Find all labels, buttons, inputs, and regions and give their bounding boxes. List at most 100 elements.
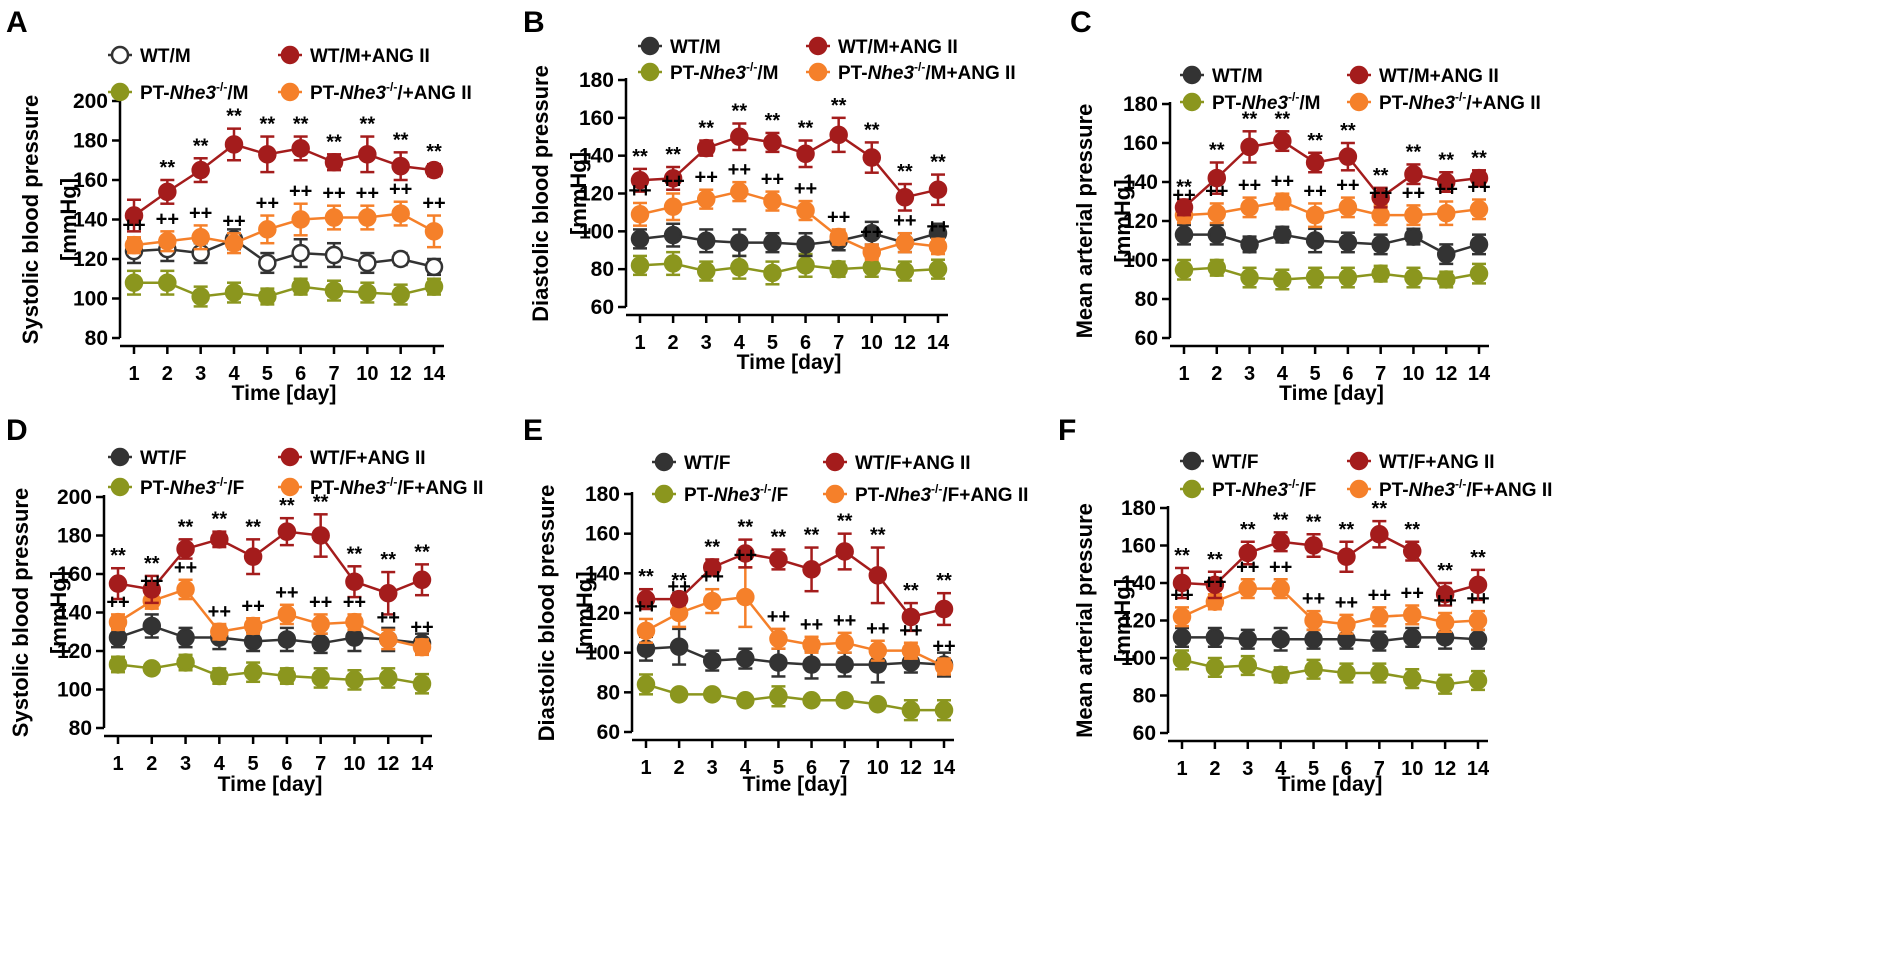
data-point [702, 651, 722, 670]
significance-star: ** [193, 135, 209, 157]
significance-plus: ++ [695, 167, 718, 189]
y-tick-label: 180 [1123, 93, 1158, 116]
x-tick-label: 6 [281, 753, 292, 775]
significance-plus: ++ [122, 214, 145, 236]
significance-star: ** [831, 95, 847, 117]
data-point [391, 156, 410, 176]
legend-item: PT-Nhe3-/-/F+ANG II [823, 482, 1028, 506]
y-tick-label: 100 [1123, 249, 1158, 272]
x-tick-label: 14 [927, 332, 950, 354]
data-point [1402, 605, 1422, 625]
series-line [1181, 658, 1479, 686]
data-point [158, 182, 177, 202]
data-point [1205, 658, 1225, 677]
data-point [391, 285, 410, 304]
x-tick-label: 7 [833, 332, 844, 354]
legend: WT/M WT/M+ANG II PT-Nhe3-/-/M PT-Nhe3-/-/+A… [108, 45, 472, 104]
significance-plus: ++ [833, 610, 856, 632]
data-point [1207, 168, 1227, 188]
y-tick-label: 100 [57, 679, 92, 702]
data-point [311, 668, 330, 688]
x-tick-label: 4 [740, 757, 752, 779]
data-point [736, 691, 755, 710]
data-point [412, 674, 432, 693]
significance-plus: ++ [356, 183, 379, 205]
significance-plus: ++ [156, 208, 179, 230]
data-point [702, 685, 722, 704]
significance-plus: ++ [761, 169, 784, 191]
legend-label: WT/F [1212, 452, 1258, 473]
significance-plus: ++ [1302, 588, 1325, 610]
data-point [1338, 233, 1358, 252]
legend-item: PT-Nhe3-/-/M+ANG II [806, 60, 1016, 84]
significance-plus: ++ [1435, 179, 1458, 201]
data-point [324, 208, 344, 227]
y-tick-label: 160 [57, 563, 92, 586]
legend-item: PT-Nhe3-/-/F+ANG II [278, 475, 483, 499]
data-point [1240, 235, 1259, 254]
x-tick-label: 14 [1468, 363, 1491, 385]
legend-item: PT-Nhe3-/-/M [1180, 90, 1320, 114]
data-point [1305, 268, 1325, 287]
panel-letter: B [523, 6, 545, 39]
significance-star: ** [293, 114, 309, 136]
data-point [191, 160, 210, 180]
data-point [176, 653, 195, 672]
data-point [378, 630, 398, 649]
legend-label: WT/M+ANG II [310, 46, 430, 67]
significance-plus: ++ [410, 616, 433, 638]
legend-item: WT/F [108, 447, 186, 469]
data-point [258, 287, 277, 306]
legend-item: PT-Nhe3-/-/+ANG II [278, 80, 472, 104]
x-tick-label: 6 [800, 332, 811, 354]
significance-star: ** [1240, 519, 1256, 541]
x-tick-label: 2 [1209, 758, 1220, 780]
significance-plus: ++ [800, 614, 823, 636]
legend-swatch-marker [110, 477, 130, 497]
significance-star: ** [771, 527, 787, 549]
data-point [277, 522, 297, 541]
significance-plus: ++ [1402, 182, 1425, 204]
x-axis-title: Time [day] [737, 351, 842, 374]
data-point [1271, 630, 1290, 649]
significance-star: ** [1470, 547, 1486, 569]
legend-item: WT/F+ANG II [1347, 451, 1495, 473]
x-tick-label: 2 [162, 363, 173, 385]
series-ko [630, 250, 948, 286]
legend-label: WT/M [1212, 66, 1263, 87]
data-point [1238, 656, 1258, 675]
y-tick-label: 180 [73, 130, 108, 153]
x-tick-label: 4 [1277, 363, 1289, 385]
legend: WT/M WT/M+ANG II PT-Nhe3-/-/M PT-Nhe3-/-/+A… [1180, 65, 1541, 114]
series-ko [636, 673, 954, 722]
legend-label: PT-Nhe3-/-/+ANG II [310, 80, 472, 104]
data-point [1273, 270, 1292, 289]
data-point [1435, 613, 1455, 632]
data-point [176, 580, 195, 599]
x-tick-label: 4 [734, 332, 746, 354]
x-tick-label: 10 [867, 757, 889, 779]
legend-label: PT-Nhe3-/-/M [1212, 90, 1320, 114]
data-point [424, 222, 444, 241]
significance-star: ** [260, 114, 276, 136]
legend-swatch-marker [1182, 92, 1202, 112]
data-point [291, 210, 310, 229]
data-point [1273, 131, 1292, 151]
data-point [1436, 270, 1456, 289]
legend-label: PT-Nhe3-/-/M [140, 80, 248, 104]
legend-item: WT/M+ANG II [278, 45, 430, 67]
legend-item: WT/M+ANG II [1347, 65, 1499, 87]
data-point [1240, 198, 1259, 217]
y-axis-unit: [mmHg] [1110, 579, 1135, 662]
series-ko-ang [636, 566, 954, 676]
data-point [730, 233, 749, 252]
data-point [895, 233, 915, 252]
y-tick-label: 120 [57, 640, 92, 663]
data-point [1273, 225, 1292, 244]
data-point [391, 249, 410, 269]
series-line [1181, 587, 1479, 626]
x-tick-label: 14 [423, 363, 446, 385]
significance-star: ** [1174, 545, 1190, 567]
series-line [646, 550, 945, 619]
